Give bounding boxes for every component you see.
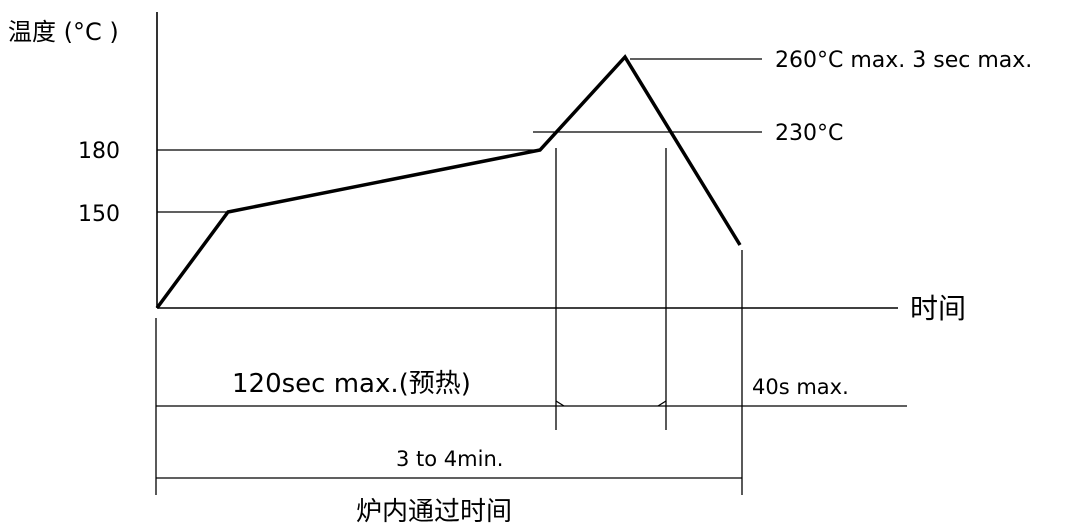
tick-label-180: 180 xyxy=(78,139,120,164)
preheat-duration-label: 120sec max.(预热) xyxy=(232,369,471,399)
furnace-time-label: 炉内通过时间 xyxy=(356,497,512,527)
temperature-profile-curve xyxy=(155,54,742,310)
x-axis-label: 时间 xyxy=(910,292,966,325)
y-axis-label: 温度 (°C ) xyxy=(8,18,119,46)
total-duration-label: 3 to 4min. xyxy=(396,447,503,471)
dimension-tick xyxy=(555,400,565,407)
tick-label-150: 150 xyxy=(78,202,120,227)
above-230-duration-label: 40s max. xyxy=(752,375,849,399)
dimension-tick xyxy=(657,400,667,407)
230c-annotation: 230°C xyxy=(775,121,843,146)
peak-annotation: 260°C max. 3 sec max. xyxy=(775,48,1032,73)
